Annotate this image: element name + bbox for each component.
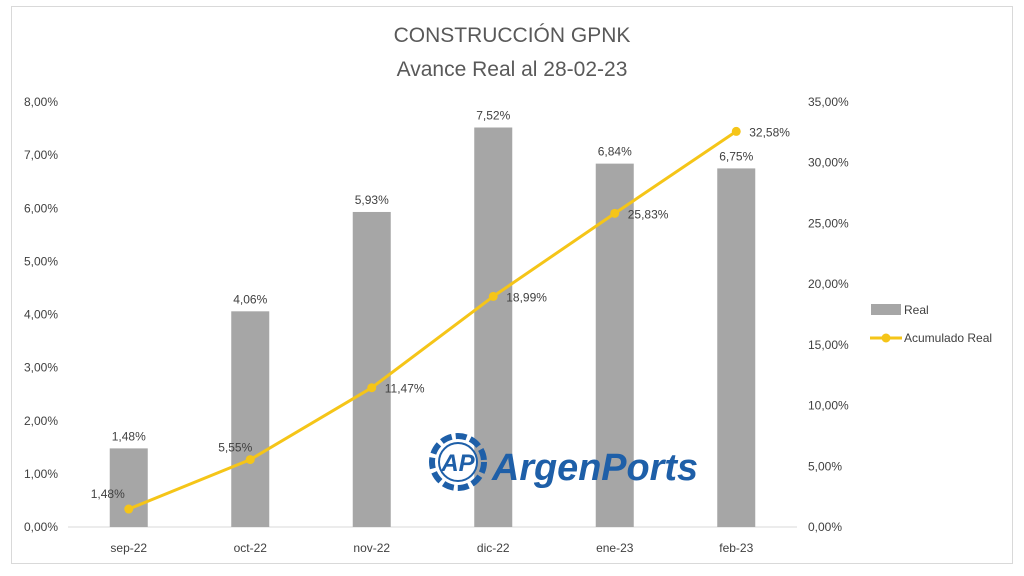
y-left-tick-label: 4,00%	[24, 308, 58, 322]
acumulado-line	[128, 130, 738, 511]
y-right-tick-label: 35,00%	[808, 95, 849, 109]
bar-data-label: 4,06%	[233, 292, 267, 306]
axes: 0,00% 1,00% 2,00% 3,00% 4,00% 5,00% 6,00% 7,00%…	[24, 95, 849, 555]
y-right-tick-label: 15,00%	[808, 338, 849, 352]
x-tick-label: ene-23	[596, 541, 634, 555]
legend-label-acumulado: Acumulado Real	[904, 331, 992, 345]
bar-data-label: 1,48%	[112, 429, 146, 443]
bar	[595, 163, 634, 527]
bar	[717, 168, 756, 527]
y-left-tick-label: 8,00%	[24, 95, 58, 109]
bar-series	[109, 127, 756, 527]
y-right-tick-label: 10,00%	[808, 399, 849, 413]
data-labels: 1,48% 4,06% 5,93% 7,52% 6,84% 6,75% 1,48% 5,55%…	[91, 109, 791, 502]
y-left-tick-label: 1,00%	[24, 467, 58, 481]
bar-data-label: 5,93%	[355, 193, 389, 207]
line-point	[610, 208, 620, 218]
y-left-tick-label: 7,00%	[24, 148, 58, 162]
chart-subtitle: Avance Real al 28-02-23	[397, 58, 628, 81]
argenports-emblem-icon: AP	[429, 433, 487, 491]
line-point	[731, 126, 741, 136]
line-data-label: 25,83%	[628, 207, 669, 221]
y-right-tick-label: 30,00%	[808, 156, 849, 170]
watermark-emblem-letters: AP	[440, 450, 475, 477]
bar-data-label: 6,84%	[598, 145, 632, 159]
x-tick-label: feb-23	[719, 541, 753, 555]
x-tick-label: oct-22	[234, 541, 268, 555]
argenports-watermark: AP ArgenPorts	[429, 433, 698, 491]
bar-data-label: 7,52%	[476, 109, 510, 123]
y-left-tick-label: 5,00%	[24, 254, 58, 268]
line-point	[367, 383, 377, 393]
y-left-tick-label: 2,00%	[24, 414, 58, 428]
chart-title: CONSTRUCCIÓN GPNK	[394, 24, 631, 47]
legend: Real Acumulado Real	[870, 303, 992, 345]
line-data-label: 1,48%	[91, 487, 125, 501]
line-data-label: 32,58%	[749, 125, 790, 139]
bar-data-label: 6,75%	[719, 149, 753, 163]
line-series	[124, 126, 741, 514]
y-left-tick-label: 6,00%	[24, 201, 58, 215]
y-right-tick-label: 25,00%	[808, 216, 849, 230]
y-left-tick-label: 3,00%	[24, 361, 58, 375]
legend-swatch-real	[871, 304, 901, 315]
y-left-tick-label: 0,00%	[24, 520, 58, 534]
bar	[352, 211, 391, 527]
y-right-tick-label: 5,00%	[808, 459, 842, 473]
y-right-tick-label: 20,00%	[808, 277, 849, 291]
y-right-tick-label: 0,00%	[808, 520, 842, 534]
bar	[474, 127, 513, 527]
bar	[231, 311, 270, 527]
line-point	[124, 504, 134, 514]
watermark-text: ArgenPorts	[491, 447, 698, 489]
line-data-label: 18,99%	[506, 290, 547, 304]
x-tick-label: nov-22	[353, 541, 390, 555]
x-tick-label: sep-22	[110, 541, 147, 555]
line-data-label: 11,47%	[385, 382, 425, 396]
x-tick-label: dic-22	[477, 541, 510, 555]
legend-marker-acumulado	[881, 333, 891, 343]
line-point	[488, 291, 498, 301]
legend-label-real: Real	[904, 303, 929, 317]
line-point	[245, 455, 255, 465]
line-data-label: 5,55%	[218, 441, 252, 455]
bar	[109, 448, 148, 527]
